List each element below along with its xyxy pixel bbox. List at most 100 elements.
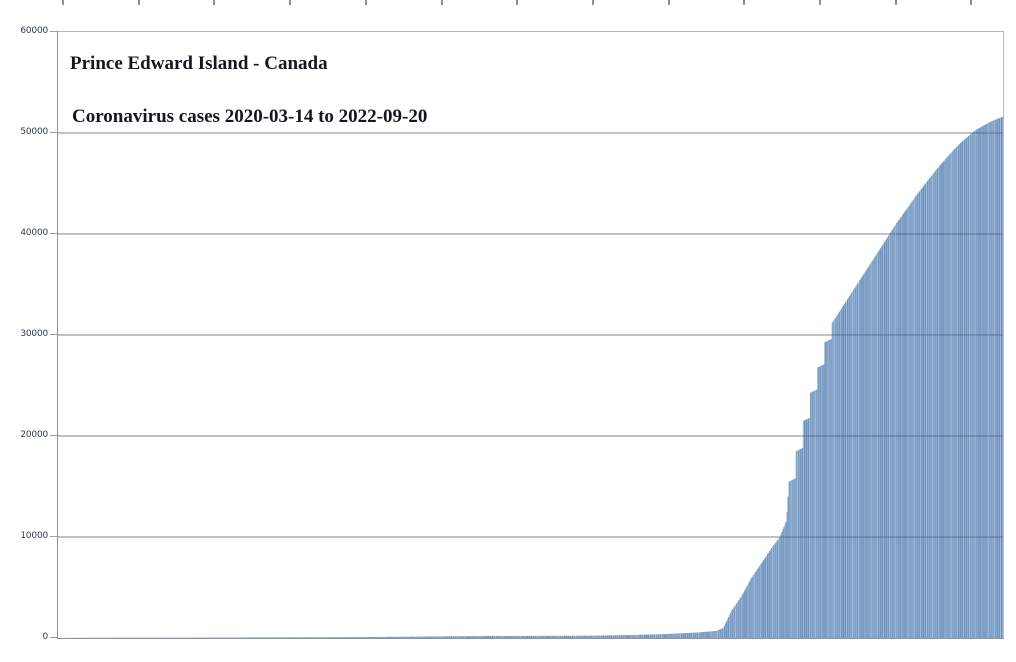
bar	[890, 232, 892, 638]
y-tick-label: 0	[42, 632, 48, 642]
bar	[900, 217, 902, 638]
bar	[973, 131, 975, 638]
bar	[503, 635, 505, 638]
bar	[590, 635, 592, 638]
bar	[486, 636, 488, 638]
bar	[375, 636, 377, 638]
bar	[542, 635, 544, 638]
bar	[589, 635, 591, 638]
bar	[370, 636, 373, 638]
bar	[833, 319, 835, 638]
bar	[246, 637, 248, 638]
y-tick-mark	[50, 334, 57, 335]
bar	[969, 135, 971, 638]
bar	[713, 631, 715, 638]
ruler-tick	[289, 0, 291, 5]
bar	[379, 636, 381, 638]
bar	[502, 635, 504, 638]
bar	[348, 637, 350, 638]
bar	[791, 479, 793, 638]
bar	[885, 240, 887, 638]
bar	[823, 364, 825, 638]
bar	[310, 637, 312, 638]
bar	[440, 636, 442, 638]
bar	[487, 635, 490, 638]
bar	[337, 637, 339, 638]
bar	[909, 204, 911, 638]
bar	[986, 123, 988, 638]
bar	[284, 637, 286, 638]
bar	[868, 265, 870, 638]
bar	[944, 159, 946, 638]
bar	[651, 634, 653, 638]
bar	[550, 635, 552, 638]
bar	[556, 635, 558, 638]
bar	[644, 634, 647, 638]
bar	[471, 636, 473, 638]
bar	[925, 183, 927, 638]
bar	[717, 630, 719, 638]
bar	[591, 635, 593, 638]
bar	[985, 124, 987, 638]
bar	[689, 632, 691, 638]
bar	[421, 636, 423, 638]
bar	[445, 636, 447, 638]
bar	[324, 637, 326, 638]
bar	[751, 576, 753, 638]
bar	[891, 230, 893, 638]
bar	[256, 637, 258, 638]
bar	[329, 637, 332, 638]
bar	[664, 634, 666, 638]
bar	[249, 637, 251, 638]
bar	[555, 635, 557, 638]
bar	[251, 637, 254, 638]
bar	[704, 631, 706, 638]
bar	[276, 637, 278, 638]
bar	[655, 634, 657, 638]
bar	[850, 294, 852, 638]
bar	[261, 637, 263, 638]
bar	[615, 635, 617, 638]
bar	[545, 635, 547, 638]
bar	[757, 567, 759, 638]
bar	[886, 238, 888, 638]
bar	[346, 637, 348, 638]
bar	[812, 391, 814, 638]
bar	[270, 637, 272, 638]
bar	[579, 635, 581, 638]
bar	[600, 635, 602, 638]
bar	[831, 322, 833, 638]
bar	[957, 145, 959, 638]
bar	[606, 635, 609, 638]
bar	[263, 637, 265, 638]
bar	[288, 637, 290, 638]
bar	[369, 637, 372, 638]
bar	[683, 633, 686, 638]
bar	[997, 118, 999, 638]
bar	[932, 174, 934, 638]
bar	[732, 609, 734, 638]
bar	[534, 635, 536, 638]
bar	[897, 221, 899, 638]
bar	[846, 300, 848, 638]
bar	[623, 635, 625, 638]
plot-area: Prince Edward Island - Canada Coronaviru…	[57, 31, 1004, 639]
bar	[301, 637, 303, 638]
bar	[343, 637, 345, 638]
bar	[613, 635, 615, 638]
bar	[742, 593, 744, 638]
bar	[723, 625, 726, 638]
bar	[551, 635, 553, 638]
bar	[306, 637, 308, 638]
bar	[390, 636, 392, 638]
bar	[786, 511, 788, 638]
bar	[438, 636, 440, 638]
bar	[816, 389, 818, 638]
bar	[938, 166, 940, 638]
bar	[392, 636, 394, 638]
bar	[420, 636, 422, 638]
bar	[896, 222, 898, 638]
bar	[423, 636, 425, 638]
bar	[312, 637, 314, 638]
bar	[320, 637, 322, 638]
